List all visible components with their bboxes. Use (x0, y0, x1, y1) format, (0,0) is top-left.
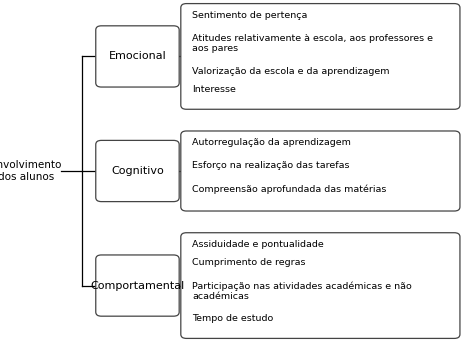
Text: Participação nas atividades académicas e não
académicas: Participação nas atividades académicas e… (192, 281, 412, 301)
Text: Cumprimento de regras: Cumprimento de regras (192, 259, 306, 267)
Text: Sentimento de pertença: Sentimento de pertença (192, 11, 308, 20)
FancyBboxPatch shape (181, 233, 460, 338)
FancyBboxPatch shape (181, 131, 460, 211)
FancyBboxPatch shape (96, 255, 179, 316)
Text: Emocional: Emocional (109, 51, 166, 62)
FancyBboxPatch shape (96, 26, 179, 87)
Text: Envolvimento
dos alunos: Envolvimento dos alunos (0, 160, 62, 182)
FancyBboxPatch shape (96, 141, 179, 202)
Text: Valorização da escola e da aprendizagem: Valorização da escola e da aprendizagem (192, 67, 390, 76)
Text: Assiduidade e pontualidade: Assiduidade e pontualidade (192, 240, 324, 249)
Text: Esforço na realização das tarefas: Esforço na realização das tarefas (192, 161, 350, 170)
Text: Cognitivo: Cognitivo (111, 166, 164, 176)
Text: Interesse: Interesse (192, 85, 236, 94)
Text: Autorregulação da aprendizagem: Autorregulação da aprendizagem (192, 138, 351, 147)
FancyBboxPatch shape (181, 4, 460, 109)
Text: Tempo de estudo: Tempo de estudo (192, 314, 273, 323)
Text: Atitudes relativamente à escola, aos professores e
aos pares: Atitudes relativamente à escola, aos pro… (192, 34, 433, 53)
Text: Compreensão aprofundada das matérias: Compreensão aprofundada das matérias (192, 184, 386, 194)
Text: Comportamental: Comportamental (90, 280, 185, 291)
